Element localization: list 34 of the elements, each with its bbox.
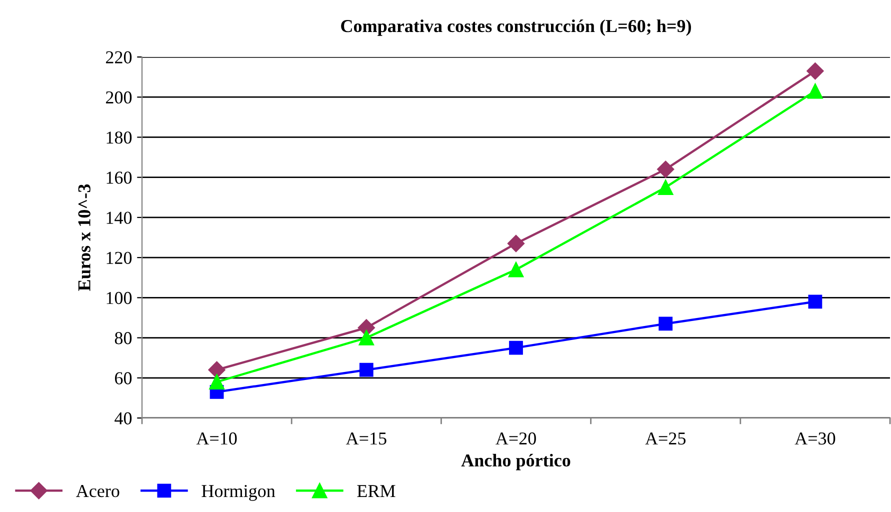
legend-label: Hormigon [202, 485, 276, 501]
x-tick-label: A=20 [496, 432, 536, 445]
y-tick-label: 160 [106, 172, 132, 184]
y-tick-label: 40 [114, 412, 132, 424]
x-tick-label: A=10 [196, 432, 237, 445]
x-tick-label: A=25 [645, 432, 686, 445]
point [209, 374, 224, 390]
point [509, 340, 523, 355]
x-tick-label: A=15 [346, 432, 386, 445]
legend-label: ERM [357, 485, 396, 497]
y-tick-label: 80 [114, 332, 132, 344]
point [358, 330, 374, 346]
y-tick-label: 180 [106, 131, 132, 144]
point [658, 180, 674, 195]
y-tick-label: 60 [115, 372, 132, 384]
point [808, 83, 823, 99]
y-tick-label: 100 [106, 292, 132, 304]
point [508, 262, 524, 278]
point [208, 361, 226, 378]
chart-title: Comparativa costes construcción (L=60; h=9) [341, 19, 691, 36]
y-tick-label: 220 [106, 51, 132, 64]
y-tick-label: 120 [106, 252, 132, 264]
point [507, 234, 525, 252]
y-axis-title: Euros x 10^-3 [78, 184, 90, 291]
point [806, 62, 824, 80]
point [657, 160, 674, 178]
legend-label: Acero [76, 485, 120, 498]
point [658, 316, 673, 331]
y-tick-label: 140 [106, 212, 132, 224]
x-tick-label: A=30 [794, 432, 836, 445]
x-axis-title: Ancho pórtico [461, 454, 570, 470]
point [808, 294, 822, 309]
y-tick-label: 200 [106, 91, 132, 104]
point [359, 362, 374, 377]
